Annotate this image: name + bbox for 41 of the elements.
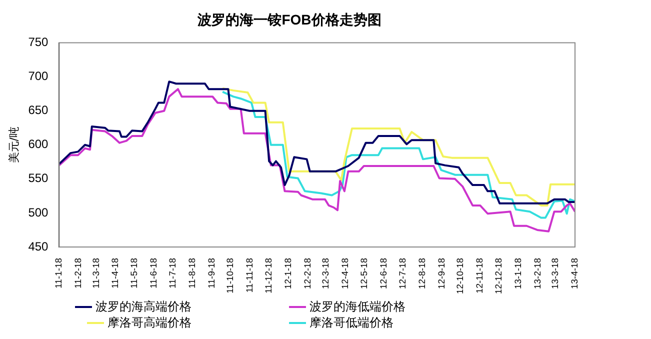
x-tick-label: 11-2-18 — [73, 258, 84, 288]
y-tick-label: 600 — [28, 137, 49, 152]
x-tick-label: 13-4-18 — [569, 258, 580, 290]
x-tick-label: 11-4-18 — [110, 258, 120, 288]
legend-label: 摩洛哥高端价格 — [108, 315, 288, 330]
x-tick-label: 11-3-18 — [90, 258, 101, 288]
x-tick-label: 13-2-18 — [532, 258, 542, 290]
y-tick-label: 750 — [28, 35, 49, 50]
x-tick-label: 12-5-18 — [359, 258, 370, 290]
x-tick-label: 12-4-18 — [340, 258, 350, 290]
chart-title: 波罗的海一铵FOB价格走势图 — [196, 11, 382, 28]
y-axis-title: 美元/吨 — [7, 126, 20, 164]
x-tick-label: 13-3-18 — [550, 258, 560, 290]
y-tick-label: 500 — [28, 205, 49, 220]
x-tick-label: 11-10-18 — [225, 258, 236, 294]
x-tick-label: 12-9-18 — [436, 258, 446, 290]
y-tick-label: 450 — [28, 239, 49, 254]
x-tick-label: 12-11-18 — [474, 258, 485, 294]
x-tick-label: 11-1-18 — [54, 258, 64, 288]
x-tick-label: 12-8-18 — [416, 258, 427, 290]
legend-label: 波罗的海高端价格 — [96, 299, 288, 314]
x-tick-label: 11-9-18 — [206, 258, 216, 288]
x-tick-label: 12-3-18 — [320, 258, 331, 290]
x-tick-label: 12-7-18 — [397, 258, 408, 290]
x-tick-label: 11-6-18 — [148, 258, 159, 288]
legend-label: 波罗的海低端价格 — [310, 299, 502, 314]
y-tick-label: 650 — [28, 103, 49, 118]
x-tick-label: 12-1-18 — [283, 258, 294, 290]
x-tick-label: 13-1-18 — [512, 258, 523, 290]
x-tick-label: 11-12-18 — [264, 258, 274, 294]
x-tick-label: 12-2-18 — [302, 258, 312, 290]
x-tick-label: 12-10-18 — [455, 258, 466, 294]
x-tick-label: 11-8-18 — [186, 258, 197, 288]
x-tick-label: 11-5-18 — [129, 258, 140, 288]
x-tick-label: 11-11-18 — [244, 258, 255, 293]
y-tick-label: 550 — [28, 171, 49, 186]
x-tick-label: 12-6-18 — [378, 258, 388, 290]
x-tick-label: 11-7-18 — [167, 258, 178, 288]
y-tick-label: 700 — [28, 69, 49, 84]
legend-label: 摩洛哥低端价格 — [310, 315, 490, 330]
x-tick-label: 12-12-18 — [493, 258, 504, 294]
